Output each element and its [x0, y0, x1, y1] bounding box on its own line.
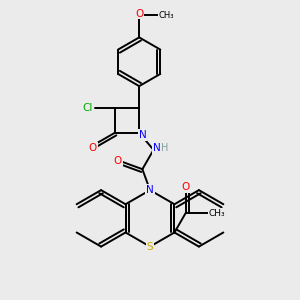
Text: O: O [182, 182, 190, 192]
Text: CH₃: CH₃ [208, 209, 225, 218]
Text: O: O [88, 142, 97, 152]
Text: O: O [114, 156, 122, 166]
Text: N: N [146, 185, 154, 195]
Text: N: N [153, 143, 161, 153]
Text: H: H [161, 143, 169, 153]
Text: N: N [139, 130, 147, 140]
Text: CH₃: CH₃ [159, 11, 174, 20]
Text: O: O [135, 9, 143, 19]
Text: S: S [147, 242, 153, 252]
Text: Cl: Cl [82, 103, 92, 113]
